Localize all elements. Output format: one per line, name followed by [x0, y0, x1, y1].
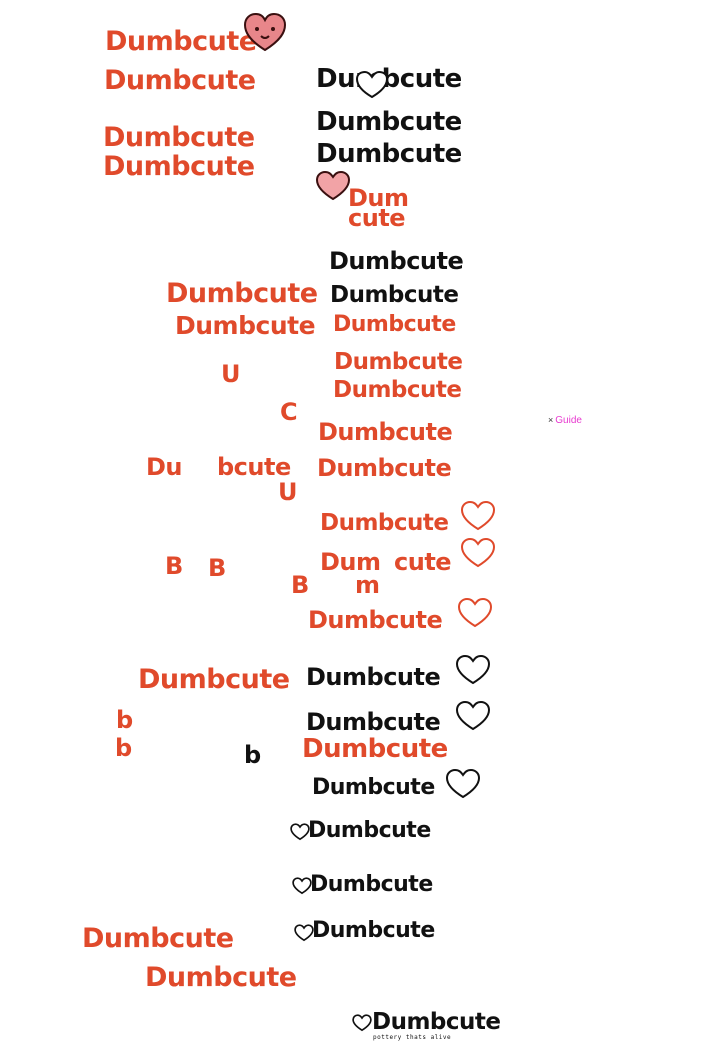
wordmark-final: Dumbcute: [372, 1009, 501, 1035]
letters-bcute: bcute: [217, 453, 291, 481]
heart-black-icon-3: [445, 768, 481, 799]
wordmark-red-right-1: Dumbcute: [333, 312, 456, 337]
heart-small-icon: [315, 170, 351, 201]
wordmark-red-right-4: Dumbcute: [318, 418, 453, 446]
heart-mini-icon-2: [292, 877, 312, 895]
tagline: pottery thats alive: [373, 1034, 452, 1041]
letter-B-2: B: [208, 554, 226, 582]
wordmark-red-right-7: Dumbcute: [308, 606, 443, 634]
heart-outline-icon-3: [457, 597, 493, 628]
wordmark-red-5: Dumbcute: [166, 278, 318, 309]
letter-B-3: B: [291, 571, 309, 599]
wordmark-red-right-2: Dumbcute: [334, 349, 463, 375]
letter-B-1: B: [165, 552, 183, 580]
letters-du: Du: [146, 453, 183, 481]
letters-cute-2: cute: [394, 548, 452, 576]
wordmark-red-1: Dumbcute: [105, 26, 257, 57]
heart-mini-icon-3: [294, 924, 314, 942]
letter-b-black: b: [244, 741, 261, 769]
close-icon[interactable]: ×: [548, 415, 554, 425]
wordmark-black-6: Dumbcute: [312, 775, 435, 800]
heart-outline-icon: [460, 500, 496, 531]
guide-link[interactable]: × Guide: [548, 415, 582, 426]
wordmark-red-3: Dumbcute: [103, 122, 255, 153]
wordmark-black-5: Dumbcute: [306, 708, 441, 736]
wordmark-black-8: Dumbcute: [310, 872, 433, 897]
heart-black-icon: [455, 654, 491, 685]
wordmark-black-4: Dumbcute: [306, 663, 441, 691]
wordmark-black-heart-o: Dumbcute: [316, 64, 462, 94]
wordmark-red-9: Dumbcute: [145, 962, 297, 993]
wordmark-black-2: Dumbcute: [316, 107, 462, 137]
wordmark-black-3: Dumbcute: [316, 139, 462, 169]
letter-m: m: [355, 571, 380, 599]
wordmark-red-7: Dumbcute: [138, 664, 290, 695]
letter-u-drop: U: [278, 478, 298, 506]
wordmark-black-7: Dumbcute: [308, 818, 431, 843]
wordmark-red-6: Dumbcute: [175, 311, 316, 340]
heart-mini-icon: [290, 823, 310, 841]
wordmark-red-4: Dumbcute: [103, 151, 255, 182]
wordmark-red-right-5: Dumbcute: [317, 454, 452, 482]
heart-logo-icon: [243, 12, 287, 52]
letter-b-1: b: [116, 706, 133, 734]
letter-c: C: [280, 398, 298, 426]
letter-u: U: [221, 360, 241, 388]
letter-b-2: b: [115, 734, 132, 762]
wordmark-caps-black-2: Dumbcute: [330, 282, 459, 308]
wordmark-black-9: Dumbcute: [312, 918, 435, 943]
wordmark-red-right-8: Dumbcute: [302, 734, 448, 764]
wordmark-red-8: Dumbcute: [82, 923, 234, 954]
wordmark-red-right-6: Dumbcute: [320, 510, 449, 536]
heart-outline-icon-2: [460, 537, 496, 568]
wordmark-red-2: Dumbcute: [104, 65, 256, 96]
heart-o-icon: [355, 70, 389, 99]
guide-label: Guide: [555, 415, 582, 426]
stacked-dumb: Dum: [348, 184, 409, 212]
letters-dum-2: Dum: [320, 548, 381, 576]
heart-mini-icon-4: [352, 1014, 372, 1032]
wordmark-caps-black-1: Dumbcute: [329, 247, 464, 275]
wordmark-red-right-3: Dumbcute: [333, 377, 462, 403]
stacked-cute: cute: [348, 204, 406, 232]
heart-black-icon-2: [455, 700, 491, 731]
